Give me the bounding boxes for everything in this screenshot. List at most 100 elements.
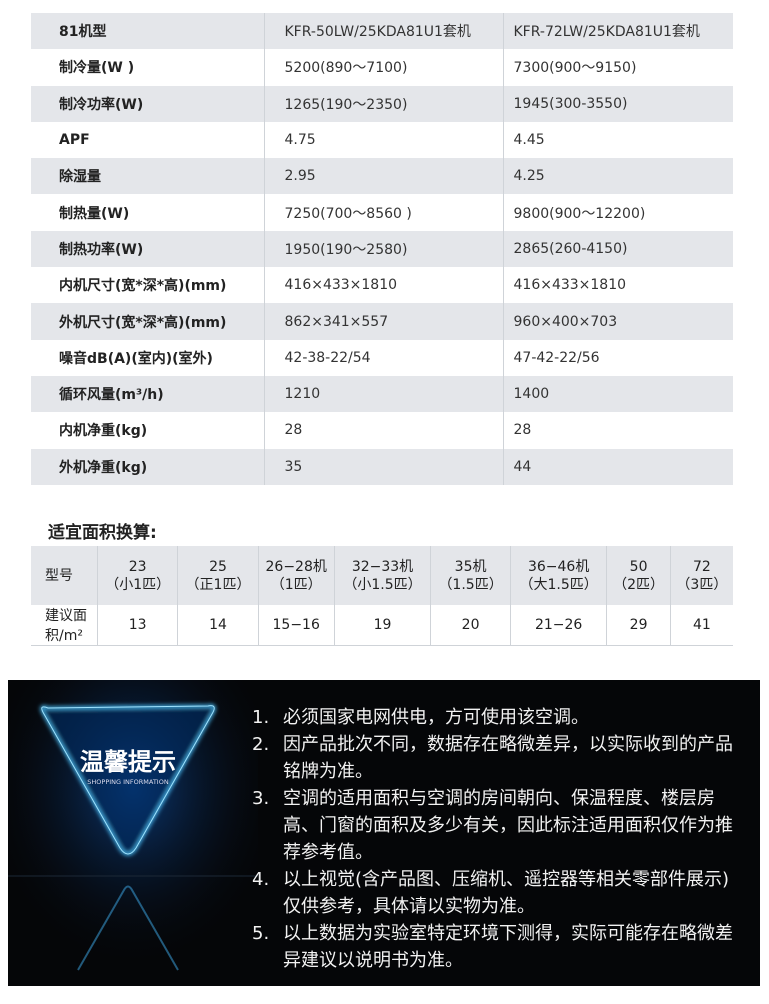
spec-label: APF [31,121,265,159]
area-value-cell: 41 [692,617,711,633]
spec-label: 内机净重(kg) [31,412,265,449]
notice-number: 3. [252,788,270,809]
model-name: 26−28机 [265,558,327,575]
model-name: 35机 [454,558,487,575]
spec-label: 制冷功率(W) [31,85,265,122]
notice-number: 5. [252,923,270,944]
spec-label: 制热量(W) [31,194,265,231]
notice-text: 以上视觉(含产品图、压缩机、遥控器等相关零部件展示)仅供参考，具体请以实物为准。 [283,869,730,917]
spec-label: 外机净重(kg) [31,448,265,485]
model-hp: （1匹） [270,576,322,593]
area-value-cell: 20 [430,605,511,646]
area-model-cell: 72 （3匹） [670,546,733,605]
spec-row: 制热量(W) 7250(700～8560 ) 9800(900～12200) [31,194,733,231]
spec-value: 960×400×703 [513,313,618,330]
spec-value: 44 [513,458,532,475]
area-model-cell: 32−33机 （小1.5匹） [334,546,432,605]
area-model-cell: 23 （小1匹） [97,546,179,605]
spec-value: 4.75 [264,121,504,159]
spec-value: 42-38-22/54 [264,339,504,376]
spec-label: 除湿量 [31,158,265,195]
spec-label: 内机尺寸(宽*深*高)(mm) [31,267,265,304]
area-value-cell: 19 [334,605,432,646]
area-value-cell: 21−26 [510,605,608,646]
spec-table: 81机型 KFR-50LW/25KDA81U1套机 KFR-72LW/25KDA81… [31,13,733,485]
area-model-cell: 26−28机 （1匹） [258,546,335,605]
notice-text: 以上数据为实验室特定环境下测得，实际可能存在略微差异建议以说明书为准。 [283,923,733,971]
notice-badge: 温馨提示 SHOPPING INFORMATION [8,680,258,986]
spec-label: 噪音dB(A)(室内)(室外) [31,339,265,376]
spec-value: 28 [513,422,532,439]
notice-item: 3. 空调的适用面积与空调的房间朝向、保温程度、楼层房高、门窗的面积及多少有关，因… [252,785,733,866]
spec-row: 制冷功率(W) 1265(190～2350) 1945(300-3550) [31,85,733,122]
notice-number: 4. [252,869,270,890]
spec-label: 81机型 [31,13,265,50]
notice-item: 5. 以上数据为实验室特定环境下测得，实际可能存在略微差异建议以说明书为准。 [252,920,733,974]
spec-value: KFR-72LW/25KDA81U1套机 [513,24,700,41]
area-header-row: 型号 23 （小1匹） 25 （正1匹） 26−28机 （1匹） 32−33机 （小1.5匹）… [31,546,733,605]
notice-number: 2. [252,734,270,755]
area-table: 型号 23 （小1匹） 25 （正1匹） 26−28机 （1匹） 32−33机 （小1.5匹）… [31,546,733,646]
badge-title: 温馨提示 [80,748,176,776]
model-name: 23 [128,558,147,575]
spec-value: 1210 [264,375,504,413]
spec-row: 噪音dB(A)(室内)(室外) 42-38-22/54 47-42-22/56 [31,339,733,376]
spec-row: 制冷量(W ) 5200(890～7100) 7300(900～9150) [31,49,733,86]
area-model-cell: 35机 （1.5匹） [430,546,511,605]
spec-value: 416×433×1810 [513,277,627,294]
spec-value: 4.45 [513,132,545,149]
spec-value: 4.25 [513,168,545,185]
spec-value: 9800(900～12200) [513,205,646,222]
notice-text: 空调的适用面积与空调的房间朝向、保温程度、楼层房高、门窗的面积及多少有关，因此标… [283,788,733,863]
spec-value: 35 [264,448,504,485]
spec-label: 制热功率(W) [31,230,265,268]
spec-value: 28 [264,412,504,449]
spec-value: 1945(300-3550) [513,95,628,112]
spec-value: 7250(700～8560 ) [264,194,504,231]
spec-value: 2.95 [264,158,504,195]
spec-row: 内机净重(kg) 28 28 [31,412,733,449]
spec-value: 5200(890～7100) [264,49,504,86]
spec-value: 2865(260-4150) [513,240,628,257]
area-row-label: 建议面积/m² [31,605,98,646]
spec-row: 循环风量(m³/h) 1210 1400 [31,375,733,413]
area-model-cell: 50 （2匹） [606,546,671,605]
spec-row: APF 4.75 4.45 [31,121,733,159]
spec-header-row: 81机型 KFR-50LW/25KDA81U1套机 KFR-72LW/25KDA81… [31,13,733,50]
spec-label: 外机尺寸(宽*深*高)(mm) [31,303,265,340]
spec-label: 制冷量(W ) [31,49,265,86]
area-value-cell: 14 [177,605,259,646]
spec-value: 1265(190～2350) [264,85,504,122]
model-hp: （正1匹） [185,576,251,593]
spec-value: 1950(190～2580) [264,230,504,268]
notice-number: 1. [252,707,270,728]
model-name: 72 [692,558,711,575]
spec-value: 47-42-22/56 [513,349,600,366]
model-name: 50 [629,558,648,575]
spec-value: 7300(900～9150) [513,60,637,77]
notice-text: 因产品批次不同，数据存在略微差异，以实际收到的产品铭牌为准。 [283,734,733,782]
spec-label: 循环风量(m³/h) [31,375,265,413]
area-value-cell: 13 [97,605,179,646]
badge-subtitle: SHOPPING INFORMATION [87,778,169,786]
spec-row: 除湿量 2.95 4.25 [31,158,733,195]
model-hp: （大1.5匹） [519,576,598,593]
area-table-title: 适宜面积换算: [48,523,157,543]
spec-row: 内机尺寸(宽*深*高)(mm) 416×433×1810 416×433×1810 [31,267,733,304]
notice-panel: 温馨提示 SHOPPING INFORMATION 1. 必须国家电网供电，方可使… [8,680,760,986]
area-value-cell: 29 [606,605,671,646]
model-name: 36−46机 [527,558,590,575]
spec-value: 416×433×1810 [264,267,504,304]
model-hp: （1.5匹） [438,576,503,593]
area-header-label: 型号 [31,546,98,605]
spec-value: KFR-50LW/25KDA81U1套机 [264,13,504,50]
area-value-cell: 15−16 [258,605,335,646]
spec-row: 外机净重(kg) 35 44 [31,448,733,485]
model-hp: （小1.5匹） [343,576,422,593]
triangle-reflection-icon [77,885,179,971]
model-hp: （小1匹） [105,576,171,593]
spec-value: 862×341×557 [264,303,504,340]
spec-row: 外机尺寸(宽*深*高)(mm) 862×341×557 960×400×703 [31,303,733,340]
model-hp: （3匹） [676,576,728,593]
notice-text: 必须国家电网供电，方可使用该空调。 [283,707,589,728]
